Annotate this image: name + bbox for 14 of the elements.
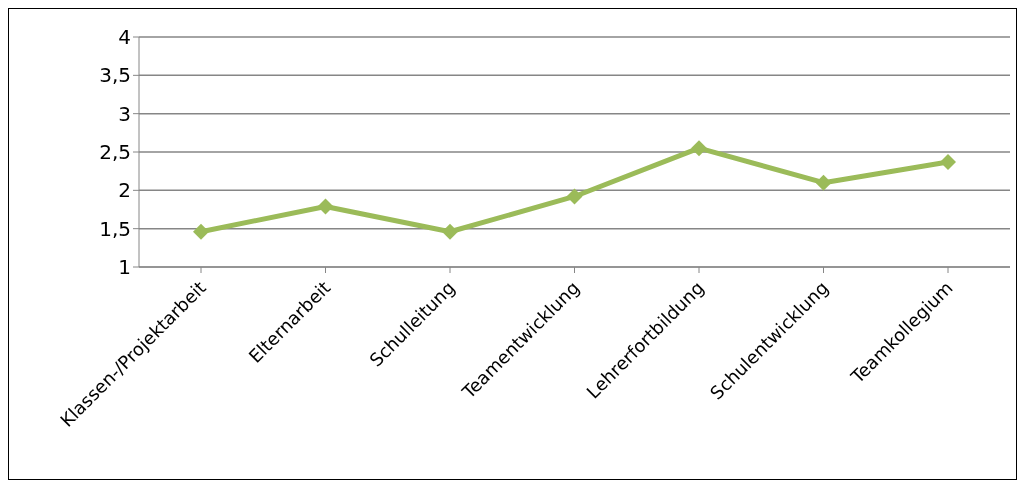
y-tick-label: 3 (118, 101, 131, 126)
y-tick-label: 1 (118, 255, 131, 280)
y-tick-label: 3,5 (99, 63, 131, 88)
point (815, 174, 832, 191)
point (442, 223, 458, 240)
y-tick-label: 4 (118, 25, 131, 50)
point (317, 198, 334, 215)
y-tick-label: 2 (118, 178, 131, 203)
point (193, 223, 209, 240)
point (940, 153, 956, 170)
point (691, 140, 707, 157)
y-tick-label: 2,5 (99, 140, 131, 165)
point (566, 188, 583, 205)
y-tick-label: 1,5 (99, 216, 131, 241)
